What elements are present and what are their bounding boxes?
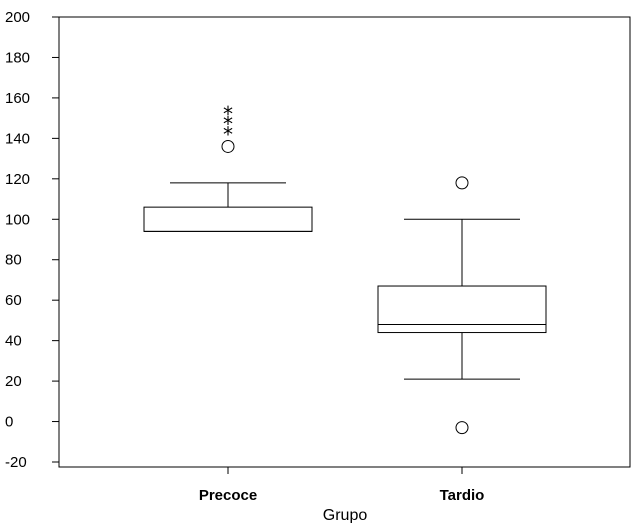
box-series: *** — [143, 102, 547, 435]
outlier-point — [455, 421, 469, 435]
y-tick-label: 20 — [5, 373, 22, 390]
y-tick-label: -20 — [5, 454, 27, 471]
extreme-point: * — [223, 102, 233, 126]
x-axis-title: Grupo — [323, 507, 368, 523]
outlier-point — [221, 139, 235, 153]
y-tick-label: 100 — [5, 211, 30, 228]
extreme-point: * — [223, 112, 233, 136]
y-tick-label: 180 — [5, 49, 30, 66]
box — [143, 206, 313, 232]
y-tick-label: 80 — [5, 252, 22, 269]
plot-frame — [58, 16, 631, 468]
y-tick-label: 40 — [5, 333, 22, 350]
box-tardio — [377, 176, 547, 435]
y-tick-label: 60 — [5, 292, 22, 309]
y-tick-label: 120 — [5, 171, 30, 188]
box — [377, 285, 547, 334]
y-tick-label: 0 — [5, 414, 13, 431]
x-axis: Precoce Tardio — [199, 467, 485, 504]
y-axis: -20 0 20 40 60 80 100 120 140 160 180 200 — [5, 9, 59, 471]
extreme-point: * — [223, 122, 233, 146]
outlier-point — [455, 176, 469, 190]
x-tick-label: Precoce — [199, 487, 257, 504]
y-tick-label: 140 — [5, 130, 30, 147]
y-tick-label: 200 — [5, 9, 30, 26]
x-tick-label: Tardio — [440, 487, 485, 504]
box-precoce: *** — [143, 102, 313, 232]
y-tick-label: 160 — [5, 90, 30, 107]
